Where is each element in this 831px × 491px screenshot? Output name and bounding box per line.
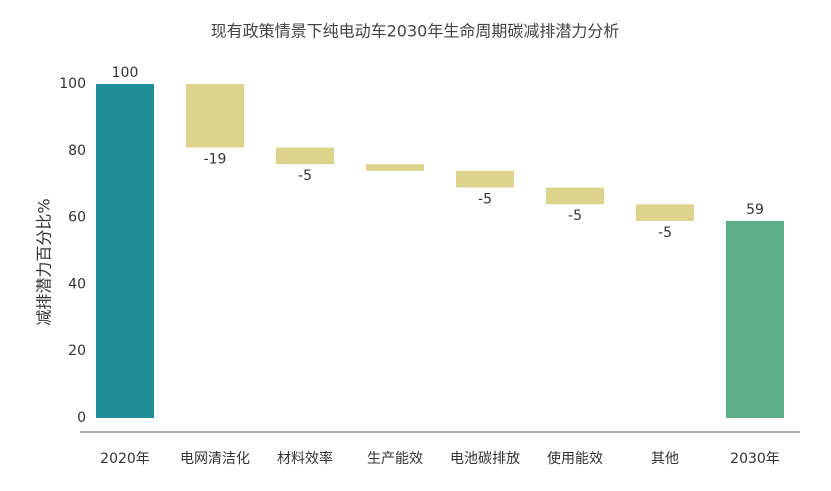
- bar: [456, 170, 514, 188]
- x-tick-label: 生产能效: [367, 451, 423, 467]
- x-tick-label: 2020年: [100, 451, 150, 467]
- x-tick-label: 电网清洁化: [180, 451, 250, 467]
- x-tick-label: 其他: [651, 451, 679, 467]
- y-tick-label: 100: [59, 76, 86, 92]
- value-label: -5: [658, 225, 672, 241]
- bar: [726, 220, 784, 418]
- y-axis-label: 减排潜力百分比%: [35, 198, 54, 325]
- y-tick-label: 60: [68, 210, 86, 226]
- bar: [546, 187, 604, 205]
- value-label: 100: [112, 65, 139, 81]
- y-tick-label: 20: [68, 343, 86, 359]
- y-tick-label: 40: [68, 276, 86, 292]
- value-label: 59: [746, 202, 764, 218]
- bar: [366, 164, 424, 171]
- value-label: -5: [478, 192, 492, 208]
- chart-title: 现有政策情景下纯电动车2030年生命周期碳减排潜力分析: [211, 22, 620, 41]
- value-label: -5: [568, 208, 582, 224]
- x-tick-label: 材料效率: [277, 450, 333, 467]
- bar: [276, 147, 334, 165]
- x-tick-label: 电池碳排放: [450, 451, 520, 467]
- bar: [96, 84, 154, 418]
- bar: [186, 84, 244, 148]
- bar: [636, 204, 694, 221]
- value-label: -19: [204, 151, 227, 167]
- value-label: -5: [298, 168, 312, 184]
- x-tick-label: 2030年: [730, 451, 780, 467]
- y-tick-label: 80: [68, 143, 86, 159]
- y-tick-label: 0: [77, 410, 86, 426]
- x-tick-label: 使用能效: [547, 450, 603, 467]
